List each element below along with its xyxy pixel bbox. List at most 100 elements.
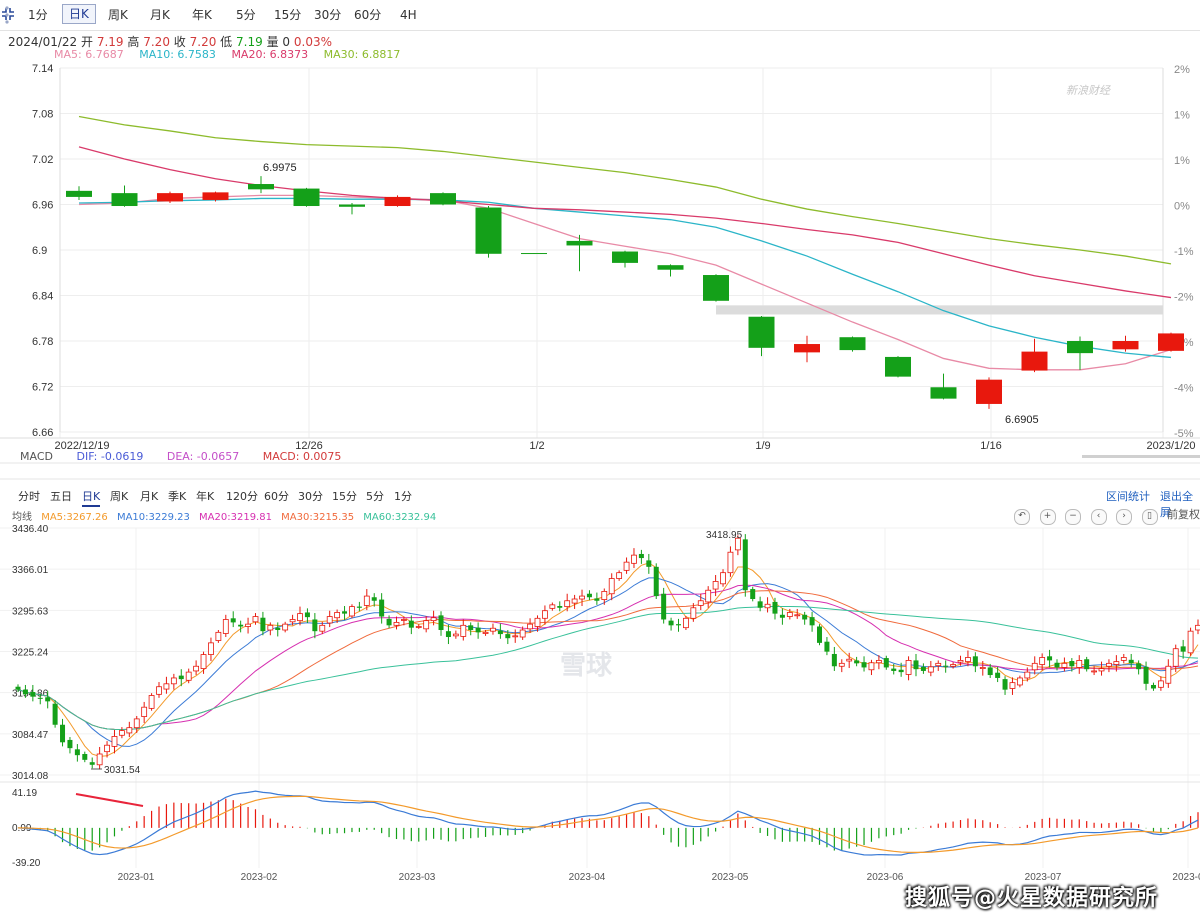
candle-body-bottom <box>371 597 377 601</box>
info-vol-label: 量 <box>266 35 279 49</box>
ma-line-ma10 <box>78 197 1172 359</box>
candle-body-bottom <box>534 617 541 627</box>
candle-body-bottom <box>342 611 348 614</box>
tab-3[interactable]: 月K <box>150 8 170 22</box>
y-tick-label: 6.96 <box>32 200 53 212</box>
pct-tick-label: -5% <box>1174 428 1194 440</box>
candle-body-bottom <box>238 624 244 627</box>
bottom-tab-10[interactable]: 15分 <box>332 490 357 503</box>
y-tick-label: 7.14 <box>32 63 53 75</box>
bottom-tab-7[interactable]: 120分 <box>226 490 258 503</box>
tab-6[interactable]: 15分 <box>274 8 302 22</box>
y-tick-label: 6.72 <box>32 382 53 394</box>
usdcny-candlestick-chart: 7.14 2% 7.08 1% 7.02 1% 6.96 0% 6.9 -1% 6.84 -2% 6.7… <box>0 63 1200 480</box>
collapse-icon[interactable] <box>0 6 16 22</box>
candle-body-bottom <box>891 668 897 671</box>
candle-body-bottom <box>475 627 481 633</box>
info-high: 7.20 <box>143 35 170 49</box>
bottom-tab-5[interactable]: 季K <box>168 490 187 503</box>
dif-line <box>17 790 1199 856</box>
tab-5[interactable]: 5分 <box>236 8 256 22</box>
tab-9[interactable]: 4H <box>400 8 417 22</box>
candle-body-bottom <box>1069 660 1075 667</box>
candle-body-bottom <box>920 666 926 671</box>
candle-body <box>1158 333 1184 351</box>
candle-body-bottom <box>950 664 956 667</box>
candle-body-bottom <box>82 753 88 760</box>
bottom-tab-4[interactable]: 月K <box>140 490 159 503</box>
next-icon[interactable]: › <box>1116 509 1132 525</box>
y-tick-label: 6.84 <box>32 291 53 303</box>
candle-body-bottom <box>1150 684 1156 689</box>
candle-body-bottom <box>1047 656 1053 661</box>
candle-body-bottom <box>883 658 889 668</box>
bottom-tab-2[interactable]: 日K <box>82 488 101 507</box>
drag-handle-icon[interactable] <box>0 4 14 26</box>
candle-body-bottom <box>987 667 993 676</box>
candle-body-bottom <box>690 607 697 619</box>
x-tick-label-bottom: 2023-06 <box>867 872 904 883</box>
prev-icon[interactable]: ‹ <box>1090 509 1107 525</box>
adjust-mode-label[interactable]: 前复权 <box>1167 508 1200 521</box>
candle-body <box>930 387 957 399</box>
candle-body-bottom <box>111 736 118 747</box>
candle-body-bottom <box>52 703 58 725</box>
candle-body-bottom <box>222 619 229 634</box>
bottom-tab-12[interactable]: 1分 <box>394 490 412 503</box>
candle-body-bottom <box>170 677 177 685</box>
candle-body-bottom <box>697 600 704 606</box>
range-stats-link[interactable]: 区间统计 <box>1106 490 1150 503</box>
tab-7[interactable]: 30分 <box>314 8 342 22</box>
bottom-tab-8[interactable]: 60分 <box>264 490 289 503</box>
candle-body-bottom <box>838 662 845 667</box>
candle-body-bottom <box>1195 624 1200 631</box>
info-low-label: 低 <box>220 35 233 49</box>
candle-body-bottom <box>1165 665 1172 684</box>
candle-body-bottom <box>60 724 66 743</box>
period-tab-bar <box>0 0 1200 31</box>
tab-2[interactable]: 周K <box>108 8 128 22</box>
macd-dif: DIF: -0.0619 <box>76 450 144 463</box>
tab-8[interactable]: 60分 <box>354 8 382 22</box>
candle-body-bottom <box>750 589 756 600</box>
bottom-tab-3[interactable]: 周K <box>110 490 129 503</box>
bottom-tab-9[interactable]: 30分 <box>298 490 323 503</box>
candle-body-bottom <box>141 706 148 717</box>
candle-body <box>976 379 1002 404</box>
candle-body-bottom <box>913 660 919 670</box>
ma-legend-bottom: 均线 MA5:3267.26 MA10:3229.23 MA20:3219.81… <box>12 508 442 523</box>
ma10-bottom: MA10:3229.23 <box>116 512 190 523</box>
high-annotation: 6.9975 <box>263 162 297 174</box>
candle-body-bottom <box>379 599 385 617</box>
tab-0[interactable]: 1分 <box>28 8 48 22</box>
undo-icon[interactable]: ↶ <box>1014 509 1030 525</box>
candle-body-bottom <box>564 600 571 608</box>
indicator-icon[interactable]: ▯ <box>1141 509 1158 525</box>
y-tick-label-bottom: 3014.08 <box>12 771 49 782</box>
candle-body-bottom <box>594 598 600 601</box>
bottom-tab-11[interactable]: 5分 <box>366 490 384 503</box>
zoom-out-icon[interactable]: − <box>1065 509 1081 525</box>
tab-1[interactable]: 日K <box>62 4 96 24</box>
candle-body-bottom <box>623 561 630 571</box>
bottom-tab-1[interactable]: 五日 <box>50 490 72 503</box>
info-change: 0.03% <box>293 35 332 49</box>
candle-body-bottom <box>490 627 496 632</box>
exit-fullscreen-link[interactable]: 退出全屏 <box>1160 490 1193 519</box>
bottom-tab-6[interactable]: 年K <box>196 490 215 503</box>
x-tick-label: 1/9 <box>755 440 770 452</box>
candle-body-bottom <box>712 581 719 590</box>
candle-body-bottom <box>794 614 801 617</box>
candle-body-bottom <box>1187 630 1194 654</box>
zoom-in-icon[interactable]: + <box>1039 509 1056 525</box>
candle-body-bottom <box>727 551 734 574</box>
candle-body-bottom <box>1106 662 1112 667</box>
candle-body-bottom <box>415 626 422 628</box>
bottom-tab-0[interactable]: 分时 <box>18 490 40 503</box>
ma5-legend: MA5: 6.7687 <box>54 48 124 61</box>
candle-body-bottom <box>208 642 214 655</box>
candle-body <box>202 192 229 200</box>
candle-body-bottom <box>67 739 73 749</box>
macd-legend-top: MACD DIF: -0.0619 DEA: -0.0657 MACD: 0.0… <box>20 450 361 463</box>
tab-4[interactable]: 年K <box>192 8 212 22</box>
